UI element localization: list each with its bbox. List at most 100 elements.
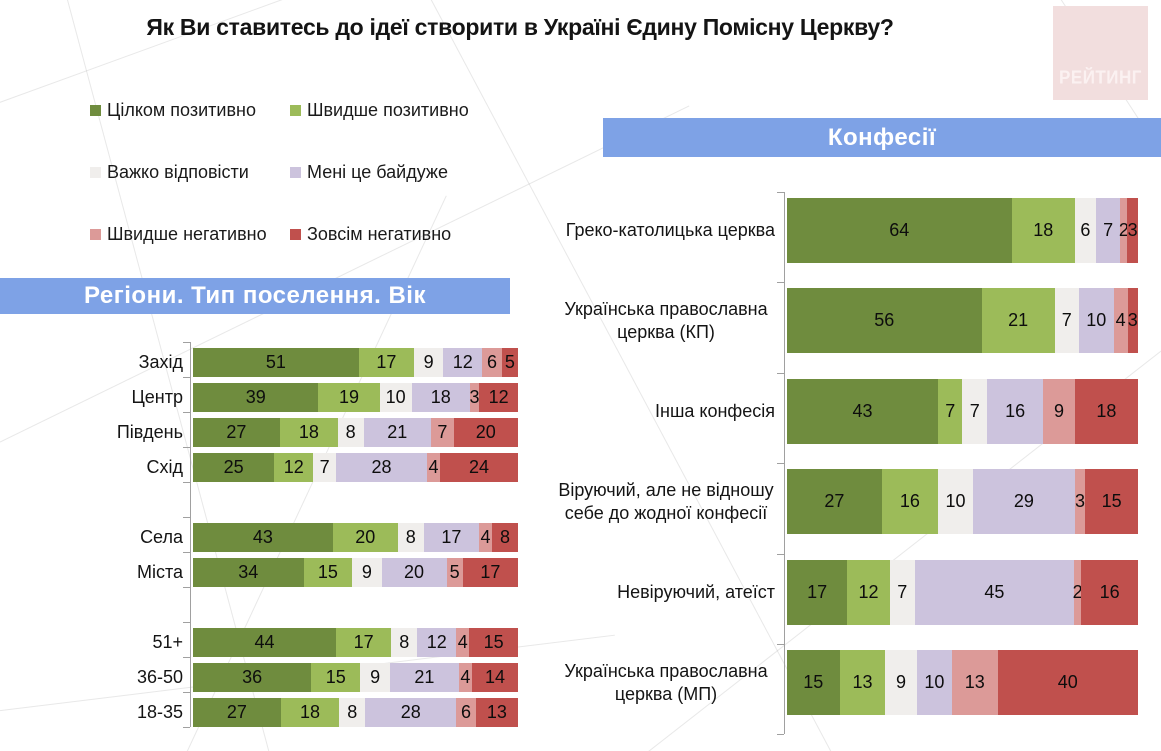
segment-value: 7: [437, 422, 448, 442]
segment-value: 56: [874, 310, 895, 330]
segment-value: 36: [242, 667, 263, 687]
bar-row: Віруючий, але не відношу себе до жодної …: [558, 469, 1138, 534]
axis-tick: [183, 447, 190, 448]
bar-row: Інша конфесія 43 7 7 16 9 18: [655, 379, 1138, 444]
axis-tick: [183, 622, 190, 623]
segment-value: 5: [504, 352, 515, 372]
segment-value: 24: [468, 457, 490, 477]
segment-value: 4: [1115, 310, 1126, 330]
chart-regions-settlement-age: Захід 51 17 9 12 6 5 Центр 39 19 10 18 3 12 Південь 27 1…: [117, 342, 518, 728]
bar-segment: 18: [280, 698, 340, 727]
segment-value: 3: [469, 387, 480, 407]
segment-value: 10: [385, 387, 406, 407]
segment-value: 18: [298, 422, 319, 442]
bar-segment: 7: [313, 453, 336, 482]
segment-value: 18: [1033, 220, 1054, 240]
bar-segment: 8: [391, 628, 418, 657]
segment-value: 16: [1099, 582, 1120, 602]
bar-row: Невіруючий, атеїст 17 12 7 45 2 16: [617, 560, 1138, 625]
segment-value: 21: [414, 667, 435, 687]
segment-value: 43: [252, 527, 273, 547]
bar-segment: 20: [453, 418, 518, 447]
segment-value: 10: [924, 672, 945, 692]
bar-segment: 5: [446, 558, 463, 587]
bar-segment: 9: [414, 348, 444, 377]
segment-value: 9: [423, 352, 434, 372]
category-label: Села: [140, 527, 183, 548]
segment-value: 2: [1118, 220, 1129, 240]
segment-value: 43: [852, 401, 873, 421]
bar-segment: 34: [193, 558, 304, 587]
axis-tick: [777, 192, 784, 193]
segment-value: 27: [226, 702, 247, 722]
segment-value: 10: [945, 491, 966, 511]
segment-value: 4: [428, 457, 439, 477]
bar-row: 51+ 44 17 8 12 4 15: [152, 628, 518, 657]
bar-segment: 44: [193, 628, 336, 657]
category-label: Схід: [146, 457, 183, 478]
bar-segment: 12: [417, 628, 457, 657]
segment-value: 12: [426, 632, 447, 652]
axis-tick: [183, 657, 190, 658]
segment-value: 27: [824, 491, 845, 511]
bar-row: Схід 25 12 7 28 4 24: [146, 453, 518, 482]
bar-segment: 21: [981, 288, 1055, 353]
segment-value: 27: [226, 422, 247, 442]
bar-segment: 40: [997, 650, 1138, 715]
legend-label: Зовсім негативно: [307, 224, 452, 244]
axis-tick: [777, 554, 784, 555]
segment-value: 20: [355, 527, 376, 547]
segment-value: 7: [969, 401, 980, 421]
segment-value: 15: [1101, 491, 1122, 511]
category-label: Віруючий, але не відношу себе до жодної …: [558, 480, 774, 523]
segment-value: 40: [1057, 672, 1078, 692]
bar-segment: 13: [951, 650, 998, 715]
segment-value: 51: [265, 352, 286, 372]
segment-value: 9: [370, 667, 381, 687]
segment-value: 3: [1075, 491, 1086, 511]
legend-label: Цілком позитивно: [107, 100, 256, 120]
category-label: 18-35: [136, 702, 183, 723]
category-label: Українська православна церква (КП): [564, 299, 768, 342]
segment-value: 8: [345, 422, 356, 442]
category-label: Міста: [136, 562, 183, 583]
segment-value: 8: [399, 632, 410, 652]
segment-value: 18: [1096, 401, 1117, 421]
legend-color-swatch: [90, 229, 101, 240]
bar-segment: 15: [787, 650, 840, 715]
segment-value: 6: [1080, 220, 1091, 240]
segment-value: 16: [899, 491, 920, 511]
bar-segment: 12: [479, 383, 518, 412]
bar-segment: 2: [1118, 198, 1129, 263]
legend-item: Важко відповісти: [90, 162, 249, 183]
axis-tick: [777, 282, 784, 283]
bar-segment: 14: [472, 663, 518, 692]
segment-value: 13: [852, 672, 873, 692]
segment-value: 21: [1008, 310, 1029, 330]
bar-segment: 10: [1078, 288, 1114, 353]
segment-value: 13: [964, 672, 985, 692]
bar-row: Міста 34 15 9 20 5 17: [137, 558, 518, 587]
category-label: Інша конфесія: [655, 401, 775, 422]
category-label: Південь: [116, 422, 183, 443]
bar-segment: 56: [787, 288, 982, 353]
segment-value: 28: [400, 702, 421, 722]
bar-segment: 4: [458, 663, 472, 692]
segment-value: 13: [486, 702, 507, 722]
bar-segment: 25: [193, 453, 275, 482]
segment-value: 8: [347, 702, 358, 722]
bar-segment: 6: [482, 348, 502, 377]
segment-value: 9: [896, 672, 907, 692]
bar-segment: 4: [1113, 288, 1128, 353]
axis-tick: [183, 727, 190, 728]
axis-tick: [183, 377, 190, 378]
segment-value: 4: [460, 667, 471, 687]
bar-segment: 12: [274, 453, 314, 482]
bar-segment: 17: [423, 523, 479, 552]
segment-value: 12: [283, 457, 304, 477]
segment-value: 44: [254, 632, 275, 652]
bar-segment: 3: [1074, 469, 1086, 534]
bar-segment: 27: [787, 469, 882, 534]
bar-row: Греко-католицька церква 64 18 6 7 2 3: [566, 198, 1138, 263]
